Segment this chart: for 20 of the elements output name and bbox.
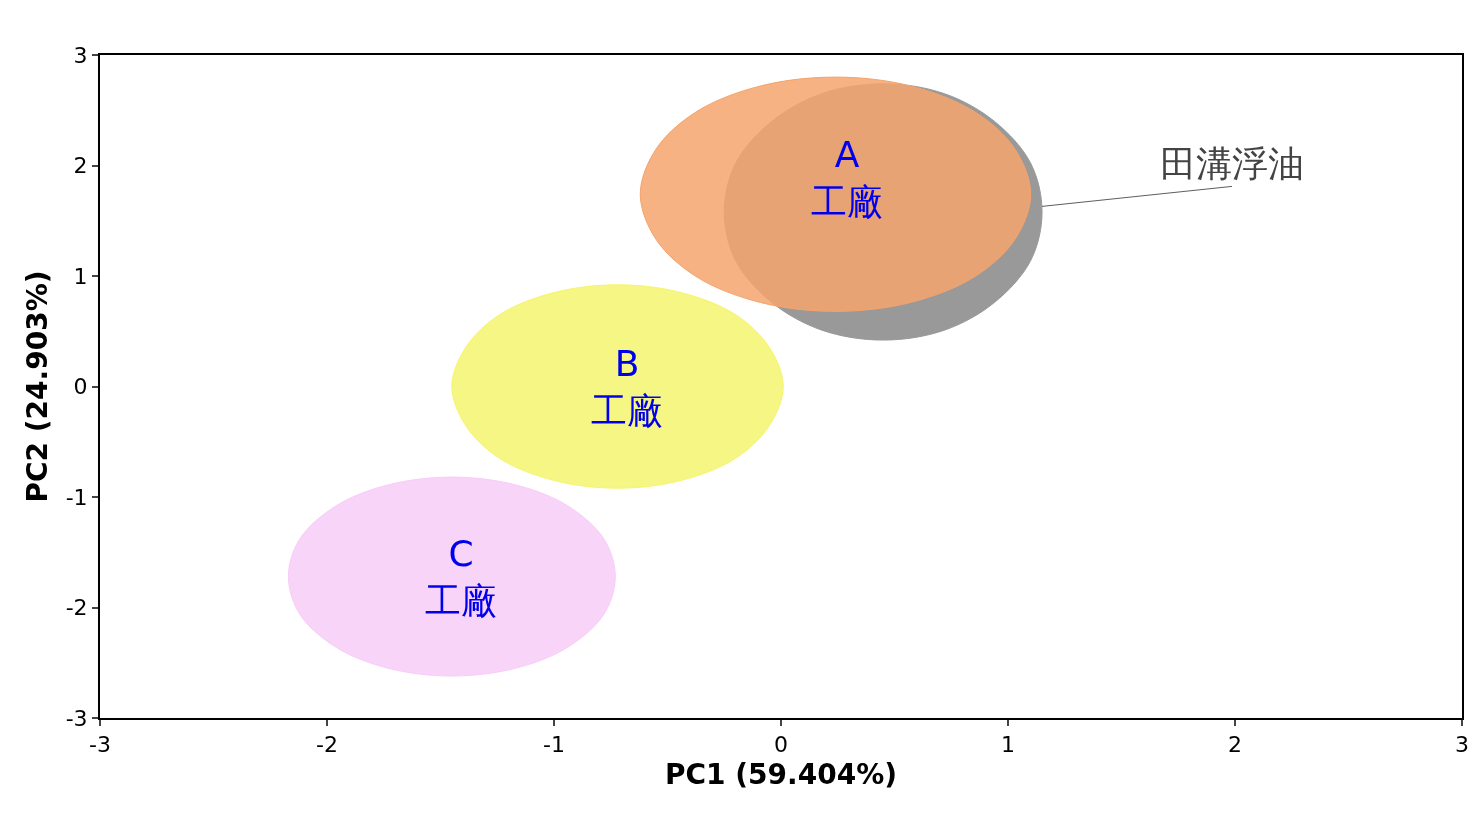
x-tick-label: 1 [1001,732,1015,758]
x-tick-label: 0 [774,732,788,758]
y-tick-label: -1 [65,484,88,510]
x-tick-label: 2 [1228,732,1242,758]
series-label: A 工廠 [811,134,883,222]
y-axis-title: PC2 (24.903%) [20,270,54,503]
y-tick-label: 2 [73,153,88,179]
y-tick-label: 0 [73,374,88,400]
x-tick-label: -2 [316,732,338,758]
y-tick-label: -3 [65,705,88,731]
x-tick-label: 3 [1455,732,1469,758]
x-tick-label: -1 [543,732,565,758]
x-tick-label: -3 [89,732,111,758]
y-tick-label: -2 [65,595,88,621]
y-tick-label: 1 [73,263,88,289]
y-tick-label: 3 [73,42,88,68]
series-label: B 工廠 [591,343,663,431]
text: 田溝浮油 [1160,143,1304,184]
series-label: C 工廠 [425,533,497,621]
x-axis-title: PC1 (59.404%) [665,758,897,791]
